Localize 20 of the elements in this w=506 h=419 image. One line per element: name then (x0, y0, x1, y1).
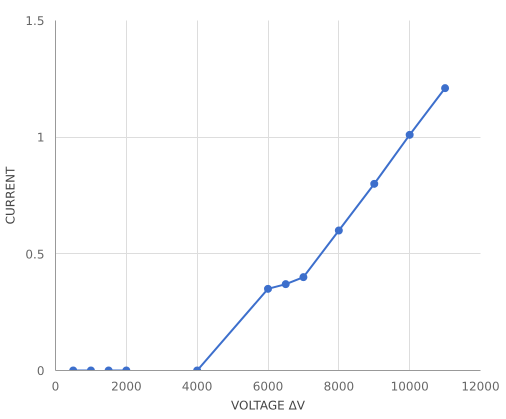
y-tick-label: 0.5 (25, 247, 45, 262)
point (334, 226, 343, 234)
point (370, 180, 378, 188)
y-axis-title: CURRENT (3, 166, 18, 224)
point (282, 280, 290, 288)
x-tick-label: 4000 (182, 380, 212, 394)
y-tick-label: 1 (36, 130, 45, 145)
point (299, 273, 308, 282)
x-tick-label: 10000 (390, 380, 429, 394)
point (441, 84, 450, 92)
y-tick-label: 0 (36, 364, 45, 378)
x-tick-label: 8000 (324, 380, 354, 394)
x-tick-label: 12000 (461, 380, 500, 394)
x-tick-label: 2000 (111, 380, 142, 394)
y-tick-label: 1.5 (25, 14, 45, 28)
x-tick-label: 0 (52, 380, 60, 394)
x-tick-label: 6000 (252, 380, 284, 394)
x-axis-title: VOLTAGE ΔV (231, 398, 306, 412)
point (406, 130, 414, 139)
point (264, 284, 272, 293)
